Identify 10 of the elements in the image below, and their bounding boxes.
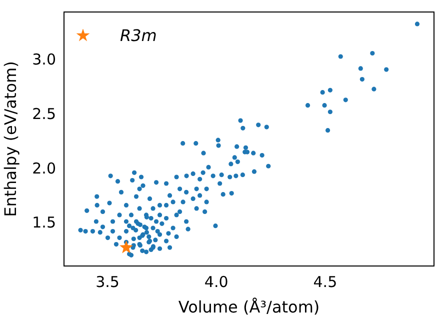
y-tick-label: 2.0 <box>32 159 56 178</box>
x-axis-title: Volume (Å³/atom) <box>178 298 320 317</box>
x-tick-label: 4.0 <box>204 272 228 291</box>
y-tick-label: 2.5 <box>32 105 56 124</box>
y-axis-title: Enthalpy (eV/atom) <box>0 61 20 217</box>
x-tick-label: 4.5 <box>313 272 338 291</box>
legend-label: R3m <box>120 26 157 45</box>
x-tick-label: 3.5 <box>96 272 120 291</box>
y-tick-label: 1.5 <box>32 214 56 232</box>
y-tick-label: 3.0 <box>32 50 56 69</box>
